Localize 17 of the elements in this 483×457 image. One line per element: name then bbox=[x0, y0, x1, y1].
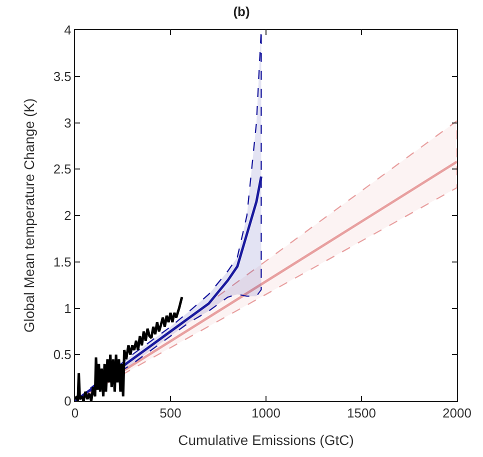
y-tick-label: 0.5 bbox=[53, 347, 72, 362]
x-tick-label: 1500 bbox=[347, 406, 376, 421]
y-tick-label: 1.5 bbox=[53, 254, 72, 270]
chart-title: (b) bbox=[233, 4, 250, 19]
y-tick-label: 3 bbox=[64, 115, 72, 130]
x-tick-label: 500 bbox=[160, 406, 182, 421]
y-tick-label: 2 bbox=[64, 208, 72, 224]
y-tick-label: 3.5 bbox=[53, 68, 72, 84]
y-tick-label: 0 bbox=[64, 394, 72, 409]
x-tick-label: 2000 bbox=[442, 406, 472, 421]
line-series bbox=[75, 296, 184, 401]
y-axis-title: Global Mean temperature Change (K) bbox=[20, 98, 37, 333]
y-tick-label: 1 bbox=[64, 300, 72, 316]
y-tick-label: 2.5 bbox=[53, 162, 72, 177]
x-axis-title: Cumulative Emissions (GtC) bbox=[178, 432, 354, 448]
y-tick-label: 4 bbox=[64, 22, 72, 38]
x-tick-label: 1000 bbox=[252, 406, 280, 421]
